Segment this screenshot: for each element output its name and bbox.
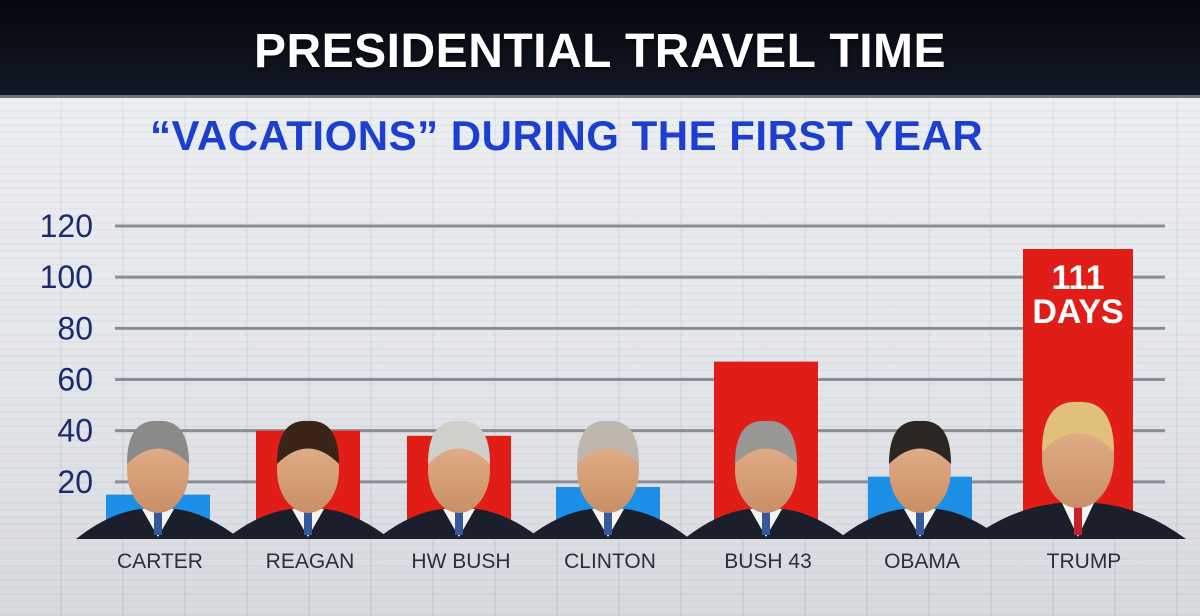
x-tick-label: BUSH 43 — [724, 550, 812, 573]
y-tick-label: 100 — [40, 259, 93, 295]
y-tick-label: 20 — [57, 464, 93, 500]
title-bar: PRESIDENTIAL TRAVEL TIME — [0, 0, 1200, 98]
portraits — [76, 401, 1186, 539]
portrait-clinton — [526, 420, 690, 539]
chart-subtitle: “VACATIONS” DURING THE FIRST YEAR — [150, 112, 984, 159]
portrait-bush-43 — [684, 420, 848, 539]
portrait-reagan — [226, 420, 390, 539]
portrait-carter — [76, 420, 240, 539]
portrait-trump — [970, 401, 1186, 539]
x-axis-ticks: CARTER REAGAN HW BUSH CLINTON BUSH 43 OBAMA TR… — [117, 550, 1121, 573]
chart-title: PRESIDENTIAL TRAVEL TIME — [253, 25, 947, 78]
y-tick-label: 80 — [57, 310, 93, 346]
x-tick-label: CARTER — [117, 550, 203, 573]
x-tick-label: TRUMP — [1047, 550, 1122, 573]
data-label-trump: DAYS — [1032, 293, 1123, 331]
y-axis-ticks: 20 40 60 80 100 120 — [40, 208, 93, 500]
y-tick-label: 120 — [40, 208, 93, 244]
gridlines — [115, 224, 1165, 484]
y-tick-label: 40 — [57, 413, 93, 449]
portrait-obama — [838, 420, 1002, 539]
data-label-trump: 111 — [1052, 259, 1105, 297]
x-tick-label: REAGAN — [266, 550, 355, 573]
portrait-hw-bush — [377, 420, 541, 539]
y-tick-label: 60 — [57, 362, 93, 398]
x-tick-label: OBAMA — [884, 550, 960, 573]
x-tick-label: HW BUSH — [411, 550, 510, 573]
x-tick-label: CLINTON — [564, 550, 656, 573]
